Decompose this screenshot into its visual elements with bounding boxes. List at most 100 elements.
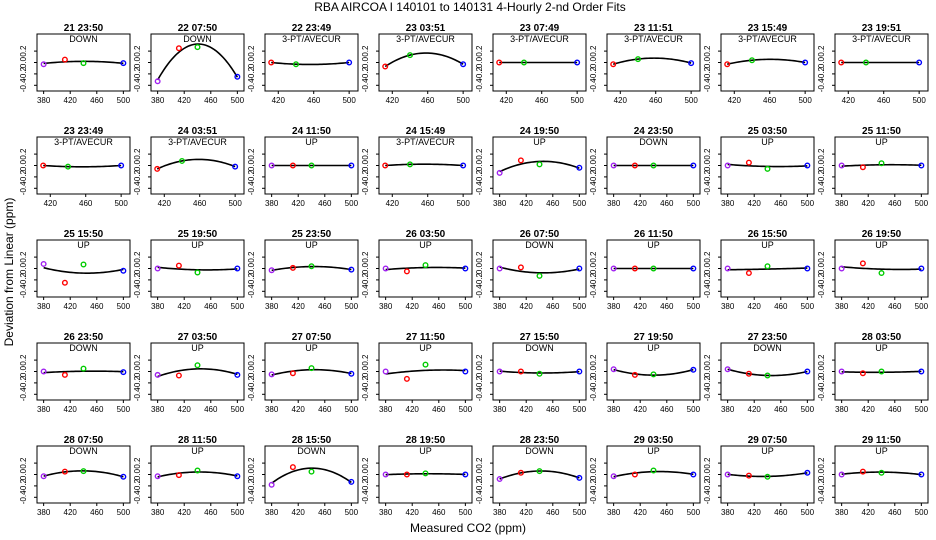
data-point [878,270,885,277]
panel-timestamp: 26 19:50 [862,229,902,240]
y-tick-label: 0.2 [133,148,142,160]
x-tick-label: 460 [90,96,104,105]
panel-8: 23 19:513-PT/AVECUR 0.20.0-0.2-0.4 420 460 5… [817,23,929,105]
x-tick-label: 420 [842,96,856,105]
y-tick-label: -0.2 [703,272,712,286]
y-tick-label: 0.2 [361,45,370,57]
y-tick-label: 0.2 [589,148,598,160]
y-tick-label: 0.0 [247,262,256,274]
data-point [650,162,657,169]
y-tick-label: 0.2 [475,45,484,57]
y-tick-label: -0.2 [19,169,28,183]
y-tick-label: 0.2 [589,457,598,469]
panel-mode: DOWN [69,446,98,456]
fit-curve [613,470,694,478]
y-tick-label: -0.2 [133,272,142,286]
panel-timestamp: 28 03:50 [862,332,902,343]
x-tick-label: 380 [37,405,51,414]
x-tick-label: 460 [90,508,104,517]
y-tick-label: -0.2 [589,66,598,80]
x-tick-label: 460 [432,405,446,414]
x-tick-label: 420 [862,508,876,517]
y-tick-label: -0.2 [475,66,484,80]
panel-mode: UP [875,446,888,456]
x-tick-label: 420 [292,508,306,517]
panel-timestamp: 22 23:49 [292,23,332,34]
y-tick-label: 0.0 [133,468,142,480]
data-point [154,165,161,172]
data-point [918,162,925,169]
y-tick-label: -0.2 [247,66,256,80]
y-tick-label: 0.0 [247,468,256,480]
data-point [496,265,503,272]
x-tick-label: 420 [862,199,876,208]
data-point [496,476,503,483]
x-tick-label: 420 [634,199,648,208]
y-tick-label: 0.0 [247,365,256,377]
data-point [764,165,771,172]
panel-mode: 3-PT/AVECUR [168,137,227,147]
x-tick-label: 420 [386,199,400,208]
y-tick-label: -0.2 [133,478,142,492]
data-point [838,265,845,272]
x-tick-label: 380 [835,302,849,311]
x-tick-label: 460 [546,302,560,311]
panel-mode: UP [419,240,432,250]
data-point [268,59,275,66]
y-tick-label: -0.2 [361,272,370,286]
data-point [764,372,771,379]
panel-timestamp: 24 23:50 [634,126,674,137]
data-point [232,163,239,170]
y-tick-label: 0.0 [361,365,370,377]
x-tick-label: 420 [862,405,876,414]
x-tick-label: 500 [573,405,587,414]
data-point [382,368,389,375]
x-tick-label: 420 [406,508,420,517]
y-tick-label: 0.2 [361,354,370,366]
data-point [308,365,315,372]
data-point [745,159,752,166]
panel-3: 22 23:493-PT/AVECUR 0.20.0-0.2-0.4 420 460 5… [247,23,359,105]
x-tick-label: 380 [379,405,393,414]
y-tick-label: -0.4 [589,284,598,298]
y-tick-label: 0.0 [133,365,142,377]
data-point [382,63,389,70]
panel-mode: DOWN [639,137,668,147]
data-point [863,59,870,66]
y-tick-label: 0.0 [589,159,598,171]
data-point [610,366,617,373]
x-tick-label: 500 [459,302,473,311]
panel-mode: UP [875,240,888,250]
y-tick-label: -0.2 [703,169,712,183]
x-tick-label: 420 [178,302,192,311]
panel-timestamp: 24 15:49 [406,126,446,137]
data-point [576,164,583,171]
data-point [724,265,731,272]
x-tick-label: 500 [687,199,701,208]
panel-mode: DOWN [183,34,212,44]
x-tick-label: 380 [835,199,849,208]
y-tick-label: -0.4 [19,490,28,504]
data-point [724,61,731,68]
data-point [460,162,467,169]
data-point [120,369,127,376]
y-tick-label: -0.4 [589,490,598,504]
data-point [688,60,695,67]
panel-mode: DOWN [297,446,326,456]
y-tick-label: 0.2 [247,354,256,366]
x-tick-label: 380 [37,302,51,311]
x-tick-label: 500 [117,405,131,414]
y-tick-label: -0.2 [817,66,826,80]
data-point [348,370,355,377]
data-point [517,469,524,476]
fit-curve [841,370,922,374]
x-tick-label: 460 [432,508,446,517]
y-tick-label: -0.2 [247,375,256,389]
data-point [308,162,315,169]
data-point [382,471,389,478]
